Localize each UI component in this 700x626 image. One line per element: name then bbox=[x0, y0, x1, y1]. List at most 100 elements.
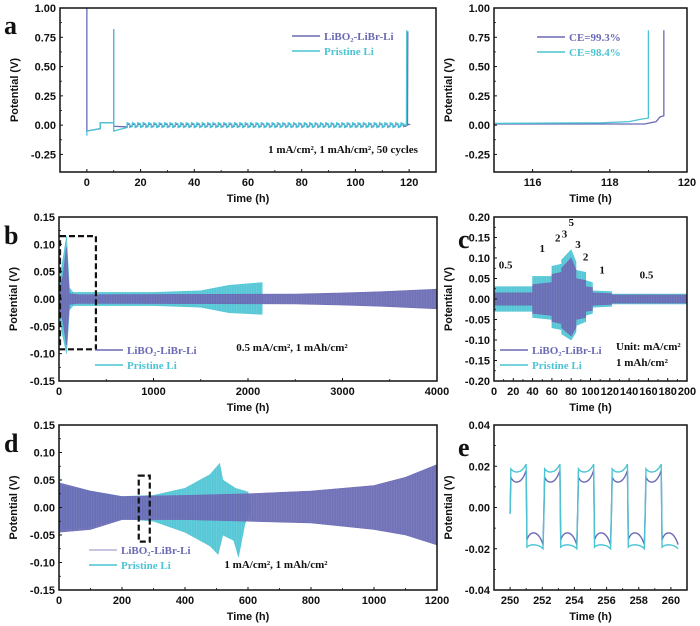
x-tick-label: 100 bbox=[581, 386, 599, 398]
y-tick-label: -0.25 bbox=[465, 149, 490, 161]
x-tick-label: 0 bbox=[84, 177, 90, 189]
legend: LiBO₂-LiBr-Li Pristine Li bbox=[292, 31, 394, 58]
rate-label: 0.5 bbox=[640, 270, 654, 282]
x-tick-label: 0 bbox=[56, 386, 62, 398]
x-tick-label: 1000 bbox=[362, 595, 386, 607]
series-libo2-band bbox=[59, 464, 437, 546]
x-tick-label: 116 bbox=[524, 177, 542, 189]
y-tick-label: 0.10 bbox=[469, 253, 490, 265]
y-tick-label: 0.50 bbox=[35, 62, 56, 74]
y-tick-label: -0.10 bbox=[30, 558, 55, 570]
x-tick-label: 200 bbox=[113, 595, 131, 607]
x-tick-label: 400 bbox=[176, 595, 194, 607]
y-axis-label: Potential (V) bbox=[443, 475, 455, 540]
plot-area bbox=[494, 30, 665, 125]
series-pristine-line bbox=[86, 29, 408, 136]
highlight-box bbox=[137, 474, 151, 543]
oscillation-hatch bbox=[59, 217, 437, 381]
series-pristine-line bbox=[494, 30, 650, 125]
x-tick-label: 118 bbox=[601, 177, 619, 189]
y-tick-label: 0.04 bbox=[469, 420, 491, 432]
annotation-text: 1 mA/cm², 1 mAh/cm², 50 cycles bbox=[268, 144, 419, 156]
y-tick-label: 0.00 bbox=[34, 503, 55, 515]
x-tick-label: 0 bbox=[491, 386, 497, 398]
x-tick-label: 1200 bbox=[425, 595, 449, 607]
annotation-text: 0.5 mA/cm², 1 mAh/cm² bbox=[236, 342, 348, 354]
rate-label: 2 bbox=[583, 251, 589, 263]
rate-label: 3 bbox=[575, 239, 581, 251]
plot-area bbox=[86, 8, 412, 136]
x-tick-label: 60 bbox=[546, 386, 558, 398]
x-axis-label: Time (h) bbox=[227, 402, 270, 414]
y-tick-label: 0.00 bbox=[35, 120, 56, 132]
y-axis-label: Potential (V) bbox=[443, 58, 455, 123]
x-tick-label: 4000 bbox=[425, 386, 449, 398]
annotation-text: Unit: mA/cm² bbox=[616, 341, 681, 353]
legend: LiBO₂-LiBr-Li Pristine Li bbox=[500, 345, 602, 372]
y-axis-label: Potential (V) bbox=[9, 58, 21, 123]
panel-a2: 116 118 120 -0.25 0.00 0.25 0.50 0.75 1.00 Time (… bbox=[443, 3, 696, 205]
annotation-text: 1 mAh/cm² bbox=[616, 357, 669, 369]
series-libo2-line bbox=[86, 8, 412, 132]
y-tick-label: 0.50 bbox=[469, 62, 490, 74]
panel-d: 0 200 400 600 800 1000 1200 -0.15 -0.10 -0.05 0.00… bbox=[4, 420, 449, 623]
y-tick-label: -0.15 bbox=[30, 585, 55, 597]
y-tick-label: -0.20 bbox=[465, 376, 490, 388]
y-tick-label: -0.05 bbox=[465, 315, 490, 327]
x-tick-label: 80 bbox=[296, 177, 308, 189]
x-tick-label: 600 bbox=[239, 595, 257, 607]
legend-label: LiBO₂-LiBr-Li bbox=[121, 545, 191, 557]
y-tick-label: 0.00 bbox=[469, 120, 490, 132]
y-tick-label: 0.25 bbox=[35, 91, 56, 103]
annotation-text: 1 mA/cm², 1 mAh/cm² bbox=[224, 559, 328, 571]
x-tick-label: 60 bbox=[242, 177, 254, 189]
rate-label: 1 bbox=[599, 265, 605, 277]
y-tick-label: 0.10 bbox=[34, 448, 55, 460]
plot-area bbox=[59, 217, 437, 381]
y-tick-label: 0.20 bbox=[469, 212, 490, 224]
y-tick-label: 0.05 bbox=[34, 475, 55, 487]
x-tick-label: 40 bbox=[526, 386, 538, 398]
y-tick-label: 0.75 bbox=[35, 32, 56, 44]
y-tick-label: -0.05 bbox=[30, 321, 55, 333]
x-tick-label: 20 bbox=[507, 386, 519, 398]
x-tick-label: 180 bbox=[659, 386, 677, 398]
panel-b: 0 1000 2000 3000 4000 -0.15 -0.10 -0.05 0.00 0.05… bbox=[4, 212, 449, 414]
x-tick-label: 3000 bbox=[330, 386, 354, 398]
panel-c: 0 20 40 60 80 100 120 140 160 180 200 -0.20 -0.15 -0.… bbox=[443, 212, 696, 414]
x-tick-label: 100 bbox=[346, 177, 364, 189]
x-tick-label: 260 bbox=[662, 595, 680, 607]
legend: LiBO₂-LiBr-Li Pristine Li bbox=[95, 345, 197, 372]
series-libo2-line bbox=[494, 30, 665, 125]
y-tick-label: 0.10 bbox=[34, 239, 55, 251]
rate-label: 3 bbox=[562, 229, 568, 241]
y-tick-label: 0.75 bbox=[469, 32, 490, 44]
plot-area bbox=[59, 425, 437, 590]
rate-label: 2 bbox=[555, 233, 561, 245]
x-tick-label: 252 bbox=[533, 595, 551, 607]
x-tick-label: 120 bbox=[400, 177, 418, 189]
x-tick-label: 2000 bbox=[236, 386, 260, 398]
x-tick-label: 140 bbox=[620, 386, 638, 398]
legend-label: Pristine Li bbox=[532, 360, 582, 372]
y-tick-label: -0.10 bbox=[30, 349, 55, 361]
x-tick-label: 254 bbox=[565, 595, 584, 607]
x-tick-label: 250 bbox=[501, 595, 519, 607]
x-tick-label: 20 bbox=[134, 177, 146, 189]
legend-label: Pristine Li bbox=[324, 46, 374, 58]
legend-label: LiBO₂-LiBr-Li bbox=[127, 345, 197, 357]
x-tick-label: 1000 bbox=[141, 386, 165, 398]
y-tick-label: -0.10 bbox=[465, 335, 490, 347]
panel-e: 250 252 254 256 258 260 -0.04 -0.02 0.00 0.02 0.04… bbox=[443, 420, 688, 623]
legend-label: CE=99.3% bbox=[569, 32, 621, 44]
y-tick-label: -0.15 bbox=[465, 356, 490, 368]
oscillation-hatch bbox=[494, 217, 687, 381]
series-libo2-band bbox=[494, 257, 687, 337]
legend-label: LiBO₂-LiBr-Li bbox=[532, 345, 602, 357]
y-tick-label: 0.05 bbox=[34, 267, 55, 279]
panel-label: b bbox=[4, 221, 18, 250]
legend-label: LiBO₂-LiBr-Li bbox=[324, 31, 394, 43]
x-axis-label: Time (h) bbox=[569, 611, 612, 623]
x-tick-label: 800 bbox=[302, 595, 320, 607]
